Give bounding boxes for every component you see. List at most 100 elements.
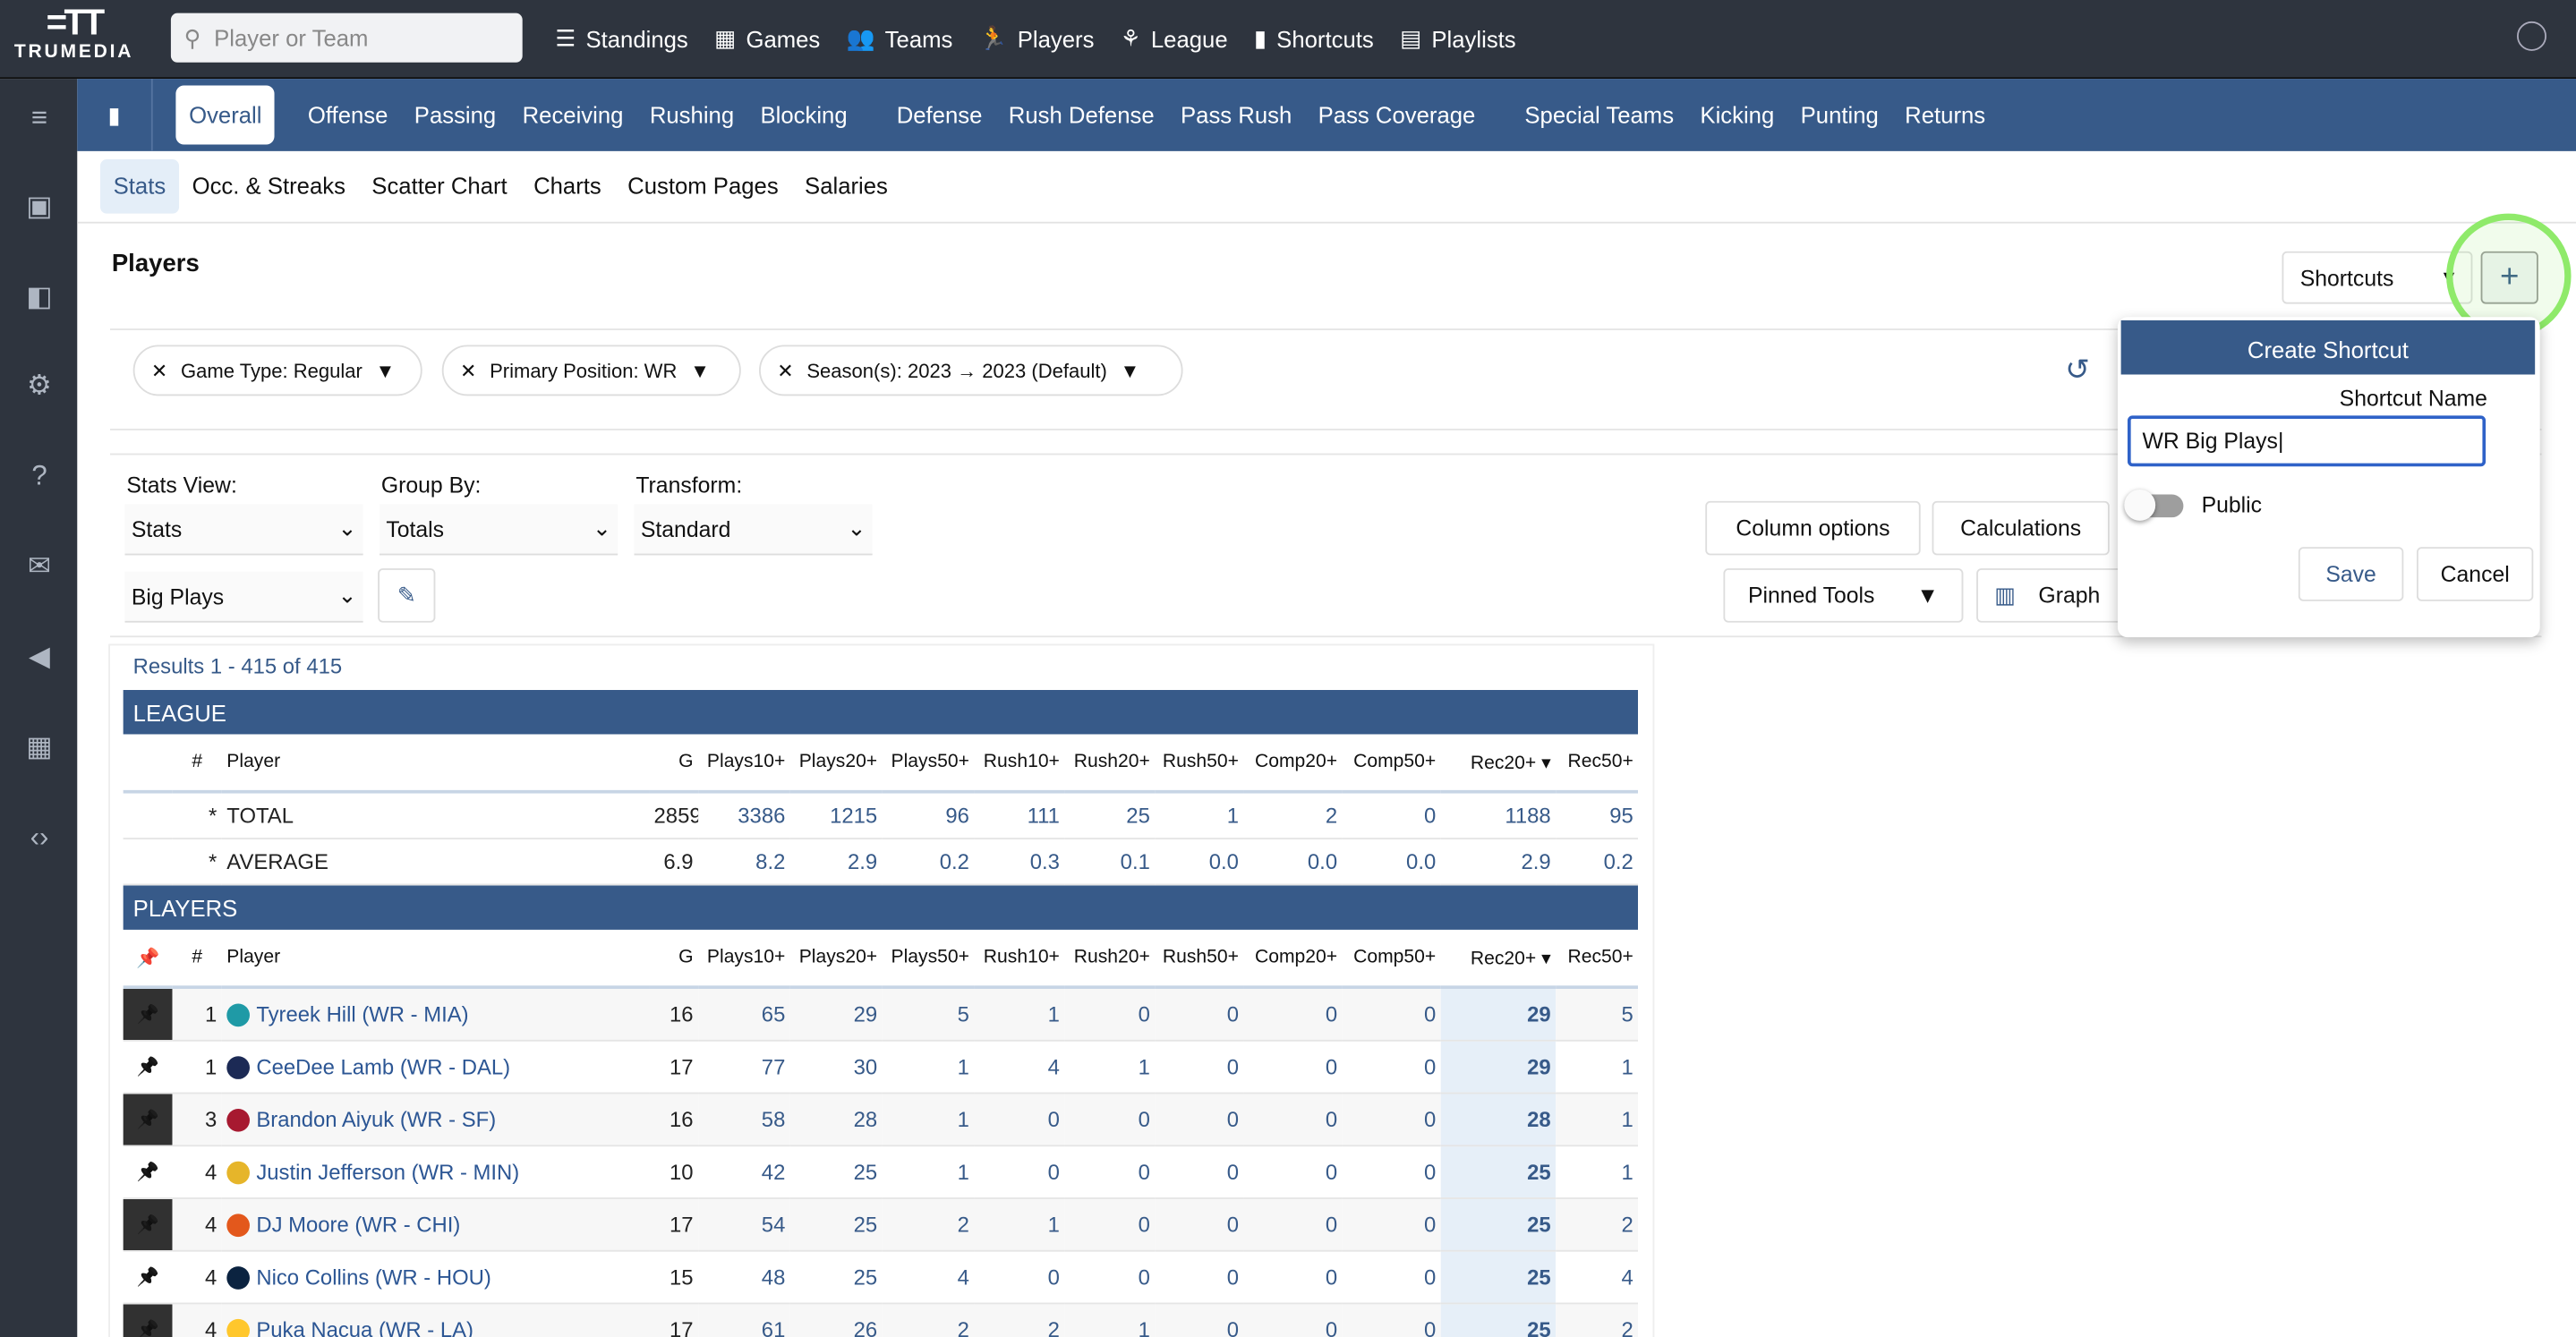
megaphone-icon[interactable]: ◀ xyxy=(29,640,51,672)
subtab-custom-pages[interactable]: Custom Pages xyxy=(627,172,779,200)
player-link[interactable]: Tyreek Hill (WR - MIA) xyxy=(226,1002,644,1026)
tab-receiving[interactable]: Receiving xyxy=(522,101,624,129)
player-cell[interactable]: Puka Nacua (WR - LA) xyxy=(221,1303,650,1337)
pin-icon[interactable]: 📌 xyxy=(123,1145,173,1199)
stats-view-select[interactable]: Stats ⌄ xyxy=(124,504,363,556)
tab-pass-rush[interactable]: Pass Rush xyxy=(1181,101,1292,129)
table-row[interactable]: 📌 3 Brandon Aiyuk (WR - SF) 16 58 28 1 0 0 0 0 0 28 1 xyxy=(123,1093,1639,1147)
column-header[interactable]: Rush20+ xyxy=(1073,948,1150,968)
search-input[interactable]: ⚲ Player or Team xyxy=(170,13,523,63)
subtab-charts[interactable]: Charts xyxy=(533,172,601,200)
tab-kicking[interactable]: Kicking xyxy=(1700,101,1775,129)
column-header[interactable]: Rec20+ ▾ xyxy=(1470,754,1551,774)
player-link[interactable]: Nico Collins (WR - HOU) xyxy=(226,1265,644,1290)
player-link[interactable]: Brandon Aiyuk (WR - SF) xyxy=(226,1107,644,1132)
player-name[interactable]: DJ Moore (WR - CHI) xyxy=(256,1212,461,1238)
tab-punting[interactable]: Punting xyxy=(1800,101,1879,129)
spacer[interactable] xyxy=(123,839,173,886)
player-link[interactable]: DJ Moore (WR - CHI) xyxy=(226,1212,644,1238)
top-nav-standings[interactable]: ☰ Standings xyxy=(555,25,687,53)
table-row[interactable]: * AVERAGE 6.9 8.2 2.9 0.2 0.3 0.1 0.0 0.0 0.0 2.9 0.… xyxy=(123,839,1639,886)
pinned-tools-dropdown[interactable]: Pinned Tools ▼ xyxy=(1723,568,1964,623)
tab-pass-coverage[interactable]: Pass Coverage xyxy=(1318,101,1476,129)
column-header[interactable]: Rush20+ xyxy=(1073,752,1150,772)
pin-icon[interactable]: 📌 xyxy=(123,1197,173,1252)
column-header[interactable]: Plays50+ xyxy=(891,752,969,772)
tab-defense[interactable]: Defense xyxy=(896,101,983,129)
shortcuts-dropdown[interactable]: Shortcuts ▾ xyxy=(2282,251,2473,304)
remove-icon[interactable]: ✕ xyxy=(777,359,794,382)
top-nav-players[interactable]: 🏃 Players xyxy=(979,25,1095,53)
column-header[interactable]: Comp20+ xyxy=(1254,948,1338,968)
player-name[interactable]: Justin Jefferson (WR - MIN) xyxy=(256,1159,520,1185)
top-nav-games[interactable]: ▦ Games xyxy=(714,25,820,53)
reset-icon[interactable]: ↺ xyxy=(2065,353,2090,387)
column-header[interactable]: Rush10+ xyxy=(983,948,1060,968)
player-link[interactable]: Puka Nacua (WR - LA) xyxy=(226,1317,644,1337)
player-cell[interactable]: Justin Jefferson (WR - MIN) xyxy=(221,1145,650,1199)
pin-icon[interactable]: 📌 xyxy=(123,987,173,1042)
remove-icon[interactable]: ✕ xyxy=(150,359,168,382)
bookmark-icon[interactable]: ▮ xyxy=(77,79,153,151)
trumedia-logo[interactable]: =TT TRUMEDIA xyxy=(0,3,148,76)
group-by-select[interactable]: Totals ⌄ xyxy=(380,504,618,556)
top-nav-league[interactable]: ⚘ League xyxy=(1121,25,1228,53)
column-header[interactable]: Rec50+ xyxy=(1567,948,1633,968)
column-header[interactable]: # xyxy=(192,948,203,968)
table-row[interactable]: 📌 4 Puka Nacua (WR - LA) 17 61 26 2 2 1 0 0 0 25 2 xyxy=(123,1303,1639,1337)
column-header[interactable]: Comp50+ xyxy=(1353,948,1437,968)
player-name[interactable]: Nico Collins (WR - HOU) xyxy=(256,1265,491,1290)
filter-chip[interactable]: ✕ Game Type: Regular ▼ xyxy=(132,345,422,396)
cancel-button[interactable]: Cancel xyxy=(2417,547,2534,601)
shortcut-name-input[interactable]: WR Big Plays| xyxy=(2127,415,2486,467)
table-row[interactable]: 📌 4 Justin Jefferson (WR - MIN) 10 42 25 1 0 0 0 0… xyxy=(123,1145,1639,1199)
column-header[interactable]: Rush50+ xyxy=(1162,948,1239,968)
tab-blocking[interactable]: Blocking xyxy=(760,101,848,129)
subtab-stats[interactable]: Stats xyxy=(99,159,179,214)
preset-select[interactable]: Big Plays ⌄ xyxy=(124,571,363,623)
tab-rush-defense[interactable]: Rush Defense xyxy=(1008,101,1155,129)
column-header[interactable]: G xyxy=(678,948,694,968)
table-row[interactable]: 📌 1 Tyreek Hill (WR - MIA) 16 65 29 5 1 0 0 0 0 29 5 xyxy=(123,987,1639,1042)
remove-icon[interactable]: ✕ xyxy=(459,359,477,382)
column-header[interactable]: Plays20+ xyxy=(798,948,878,968)
column-header[interactable]: G xyxy=(678,752,694,772)
tab-overall[interactable]: Overall xyxy=(175,85,276,145)
calculations-button[interactable]: Calculations xyxy=(1932,500,2110,556)
table-row[interactable]: 📌 1 CeeDee Lamb (WR - DAL) 17 77 30 1 4 1 0 0 0 29 1 xyxy=(123,1040,1639,1094)
column-header[interactable]: Player xyxy=(226,752,281,772)
player-link[interactable]: CeeDee Lamb (WR - DAL) xyxy=(226,1054,644,1079)
column-header[interactable]: Plays10+ xyxy=(706,948,786,968)
tab-returns[interactable]: Returns xyxy=(1905,101,1986,129)
column-header[interactable]: Plays20+ xyxy=(798,752,878,772)
subtab-scatter-chart[interactable]: Scatter Chart xyxy=(371,172,508,200)
pin-icon[interactable]: 📌 xyxy=(123,1250,173,1305)
table-row[interactable]: 📌 4 Nico Collins (WR - HOU) 15 48 25 4 0 0 0 0 0 25 4 xyxy=(123,1250,1639,1305)
save-button[interactable]: Save xyxy=(2298,547,2404,601)
column-header[interactable]: Comp50+ xyxy=(1353,752,1437,772)
pin-icon[interactable]: 📌 xyxy=(123,1303,173,1337)
tab-offense[interactable]: Offense xyxy=(307,101,388,129)
transform-select[interactable]: Standard ⌄ xyxy=(634,504,873,556)
player-cell[interactable]: Brandon Aiyuk (WR - SF) xyxy=(221,1093,650,1147)
column-header[interactable]: # xyxy=(192,752,203,772)
player-cell[interactable]: DJ Moore (WR - CHI) xyxy=(221,1197,650,1252)
account-icon[interactable] xyxy=(2516,21,2547,51)
edit-pencil-icon[interactable]: ✎ xyxy=(378,568,436,623)
column-header[interactable]: Rec50+ xyxy=(1567,752,1633,772)
filter-chip[interactable]: ✕ Season(s): 2023 → 2023 (Default) ▼ xyxy=(759,345,1183,396)
column-header[interactable]: Rec20+ ▾ xyxy=(1470,949,1551,969)
video-icon[interactable]: ▣ xyxy=(26,190,53,222)
column-header[interactable]: Rush10+ xyxy=(983,752,1060,772)
subtab-salaries[interactable]: Salaries xyxy=(805,172,888,200)
tab-special-teams[interactable]: Special Teams xyxy=(1524,101,1675,129)
top-nav-teams[interactable]: 👥 Teams xyxy=(847,25,953,53)
column-header[interactable]: Plays10+ xyxy=(706,752,786,772)
pin-icon[interactable]: 📌 xyxy=(123,1040,173,1094)
player-cell[interactable]: CeeDee Lamb (WR - DAL) xyxy=(221,1040,650,1094)
player-cell[interactable]: Tyreek Hill (WR - MIA) xyxy=(221,987,650,1042)
filter-icon[interactable]: ≡ xyxy=(30,101,48,133)
graph-button[interactable]: ▥ Graph xyxy=(1976,568,2125,623)
player-cell[interactable]: Nico Collins (WR - HOU) xyxy=(221,1250,650,1305)
pin-icon[interactable]: 📌 xyxy=(123,1093,173,1147)
